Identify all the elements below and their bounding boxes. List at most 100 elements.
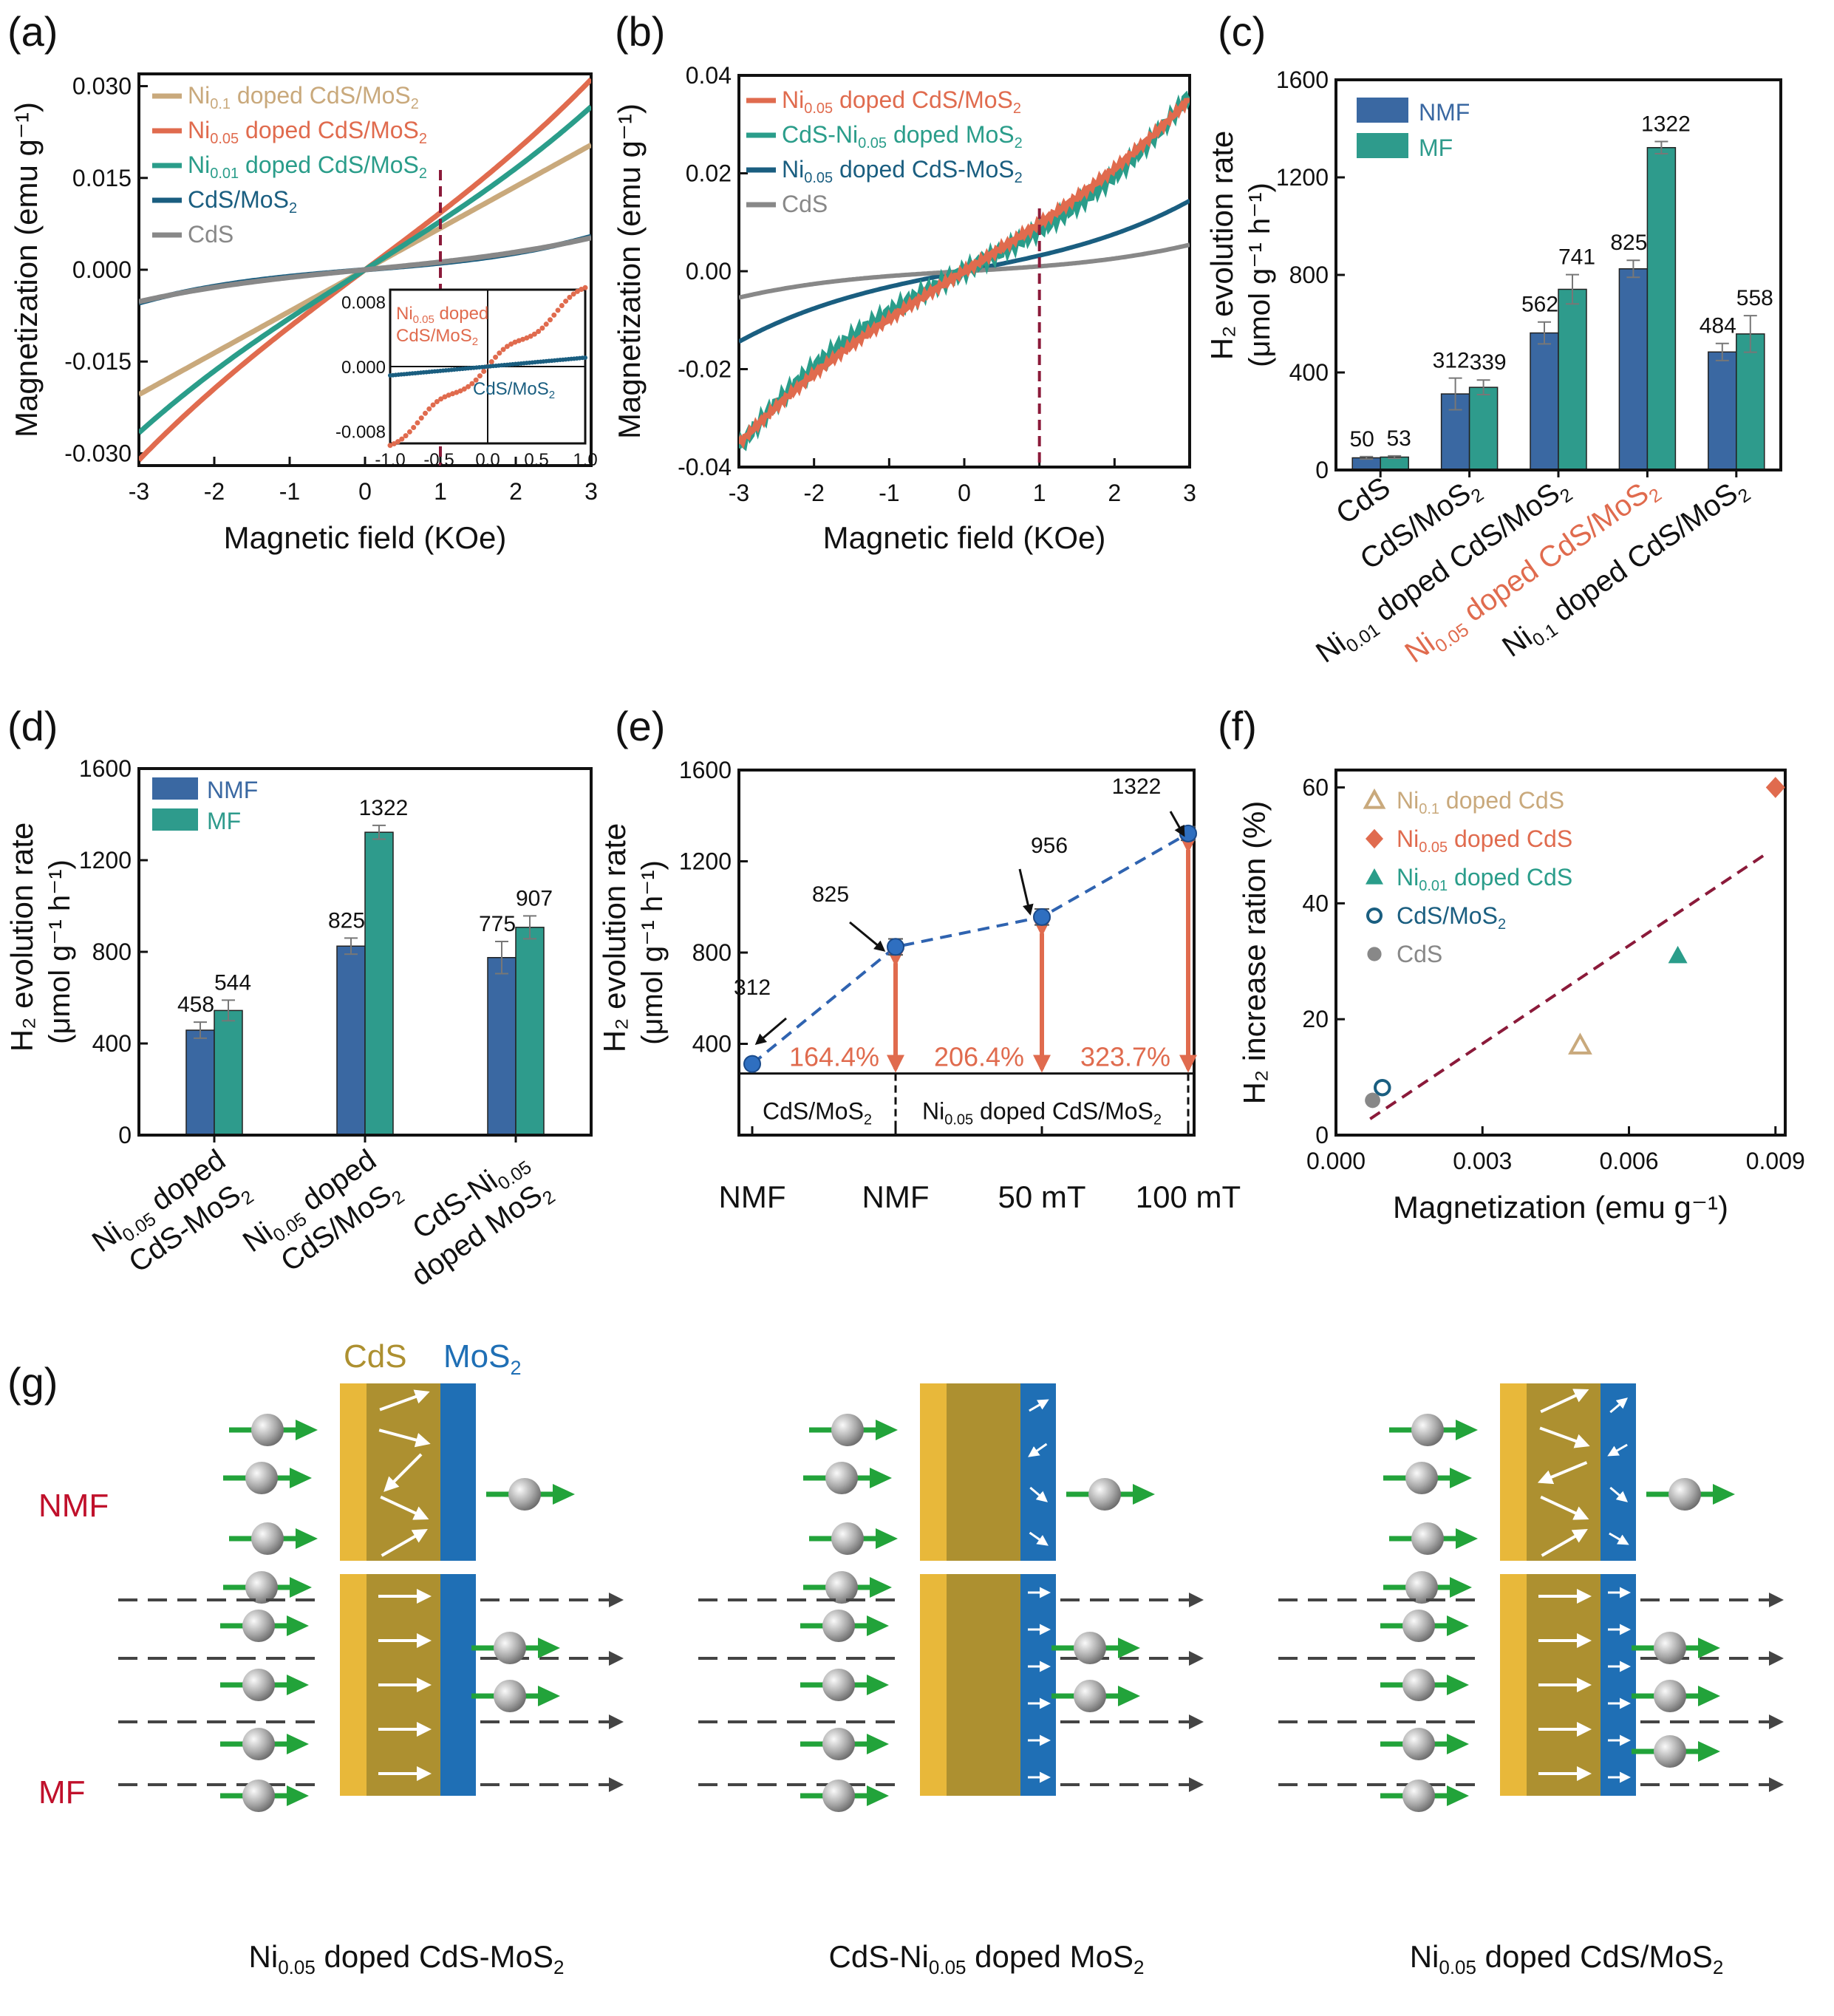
y-tick-label: 0.04 — [686, 62, 732, 89]
electron-spin-head — [296, 1528, 318, 1549]
cds-surface — [1500, 1574, 1527, 1796]
electron-spin-head — [1456, 1528, 1478, 1549]
mos-label-pre: MoS — [443, 1338, 510, 1375]
structure-caption-sub: 0.05 — [1439, 1956, 1476, 1978]
inset-label-1-sub: 0.05 — [413, 313, 434, 326]
inset-point — [555, 307, 561, 313]
legend-label-post: doped CdS/MoS — [239, 151, 419, 178]
inset-point — [536, 328, 542, 334]
legend-label-sub: 0.01 — [210, 166, 239, 182]
electron — [1402, 1780, 1435, 1812]
legend-swatch — [1357, 133, 1408, 158]
box-label-pre: CdS/MoS — [763, 1098, 864, 1125]
legend-label: Ni0.01 doped CdS/MoS2 — [188, 151, 427, 182]
y-tick-label: -0.030 — [64, 440, 132, 466]
panel-b: (b) 0.04 0.02 0.00 -0.02 -0.04-3 -2 -1 0 1 2 3 Magne… — [612, 8, 1196, 555]
legend-label-pre: CdS — [188, 221, 233, 248]
y-tick-label: 1200 — [679, 848, 732, 875]
inset-point — [547, 317, 553, 323]
inset-point — [454, 389, 460, 395]
electron-spin-head — [1698, 1741, 1720, 1762]
spin-arrow-cds — [380, 1495, 429, 1520]
electron — [1668, 1478, 1701, 1511]
y-axis-label: H₂ evolution rate — [1204, 131, 1239, 360]
bar — [1558, 288, 1587, 471]
y-tick-label: -0.02 — [678, 356, 732, 383]
electron — [1074, 1632, 1106, 1664]
data-label: 741 — [1558, 245, 1595, 270]
electron — [251, 1414, 284, 1446]
x-axis-label: Magnetic field (KOe) — [224, 520, 507, 555]
y-tick-label: 0 — [1315, 1122, 1329, 1148]
inset-label-1: Ni0.05 doped — [396, 304, 488, 326]
data-point — [1033, 907, 1051, 926]
box-label-post: doped CdS/MoS — [973, 1098, 1153, 1125]
cds-surface — [920, 1383, 947, 1561]
legend-label-pre: CdS/MoS — [188, 186, 289, 213]
electron-spin-head — [867, 1615, 889, 1636]
inset-point — [449, 391, 455, 397]
electron — [242, 1669, 275, 1701]
inset-point — [403, 433, 409, 439]
electron — [822, 1728, 855, 1760]
box-label-pre: Ni — [922, 1098, 944, 1125]
electron-spin-head — [287, 1785, 309, 1806]
inset-label-2-sub: 2 — [549, 389, 555, 401]
inset-point — [399, 436, 405, 442]
legend-label-sub2: 2 — [419, 166, 427, 182]
legend-label: CdS/MoS2 — [188, 186, 297, 217]
data-label: 1322 — [359, 796, 409, 820]
panel-label: (b) — [615, 8, 665, 55]
spin-arrow-cds — [1539, 1426, 1590, 1448]
panel-label: (c) — [1218, 8, 1266, 55]
legend-label-post: doped CdS — [1448, 825, 1572, 852]
spin-arrow-cds — [378, 1428, 431, 1448]
mos-layer — [1020, 1383, 1056, 1561]
x-tick-label: 0 — [958, 480, 971, 506]
inset-point — [457, 388, 463, 394]
legend-label: CdS/MoS2 — [1397, 902, 1506, 933]
legend-label-sub: 2 — [1498, 916, 1506, 933]
legend-label-sub: 0.05 — [1419, 840, 1448, 856]
x-tick-label-pre: Ni — [237, 1216, 279, 1259]
inset-point — [516, 338, 522, 344]
bar — [1618, 268, 1649, 471]
y-tick-label: -0.04 — [678, 454, 732, 480]
electron — [831, 1414, 864, 1446]
legend-label-sub: 0.05 — [804, 170, 833, 186]
inset-point — [469, 381, 475, 386]
legend-label-post: doped CdS — [1439, 787, 1564, 814]
electron — [822, 1669, 855, 1701]
y-axis-label: H₂ increase ration (%) — [1237, 801, 1272, 1105]
electron — [825, 1462, 858, 1494]
inset-x-tick: 0.5 — [524, 450, 548, 470]
y-tick-label: 1600 — [1276, 67, 1329, 93]
electron-spin-head — [1133, 1484, 1155, 1505]
data-point — [1366, 868, 1383, 885]
bar — [515, 927, 545, 1136]
mf-label: MF — [38, 1774, 86, 1811]
bar — [214, 1009, 243, 1136]
legend-label-sub2: 2 — [1013, 101, 1021, 117]
inset-label-2: CdS/MoS2 — [473, 379, 555, 401]
structure-caption-sub2: 2 — [553, 1956, 564, 1978]
inset-point — [493, 354, 499, 360]
electron — [1654, 1632, 1686, 1664]
x-tick-label: 0 — [358, 478, 372, 505]
inset-point — [438, 396, 444, 402]
inset-label-1b: CdS/MoS2 — [396, 326, 478, 348]
data-label: 1322 — [1641, 112, 1691, 136]
x-tick-label: 0.000 — [1306, 1148, 1366, 1174]
electron-spin-head — [867, 1734, 889, 1754]
legend-label: Ni0.1 doped CdS/MoS2 — [188, 82, 419, 112]
legend-label-post: doped CdS — [1448, 864, 1572, 890]
structure-caption-sub: 0.05 — [278, 1956, 316, 1978]
cds-layer — [947, 1574, 1020, 1796]
electron-spin-head — [296, 1420, 318, 1440]
y-tick-label: 0 — [1315, 457, 1329, 483]
bar — [364, 831, 394, 1136]
electron — [822, 1780, 855, 1812]
mos-layer — [440, 1574, 476, 1796]
data-point — [1765, 777, 1785, 798]
